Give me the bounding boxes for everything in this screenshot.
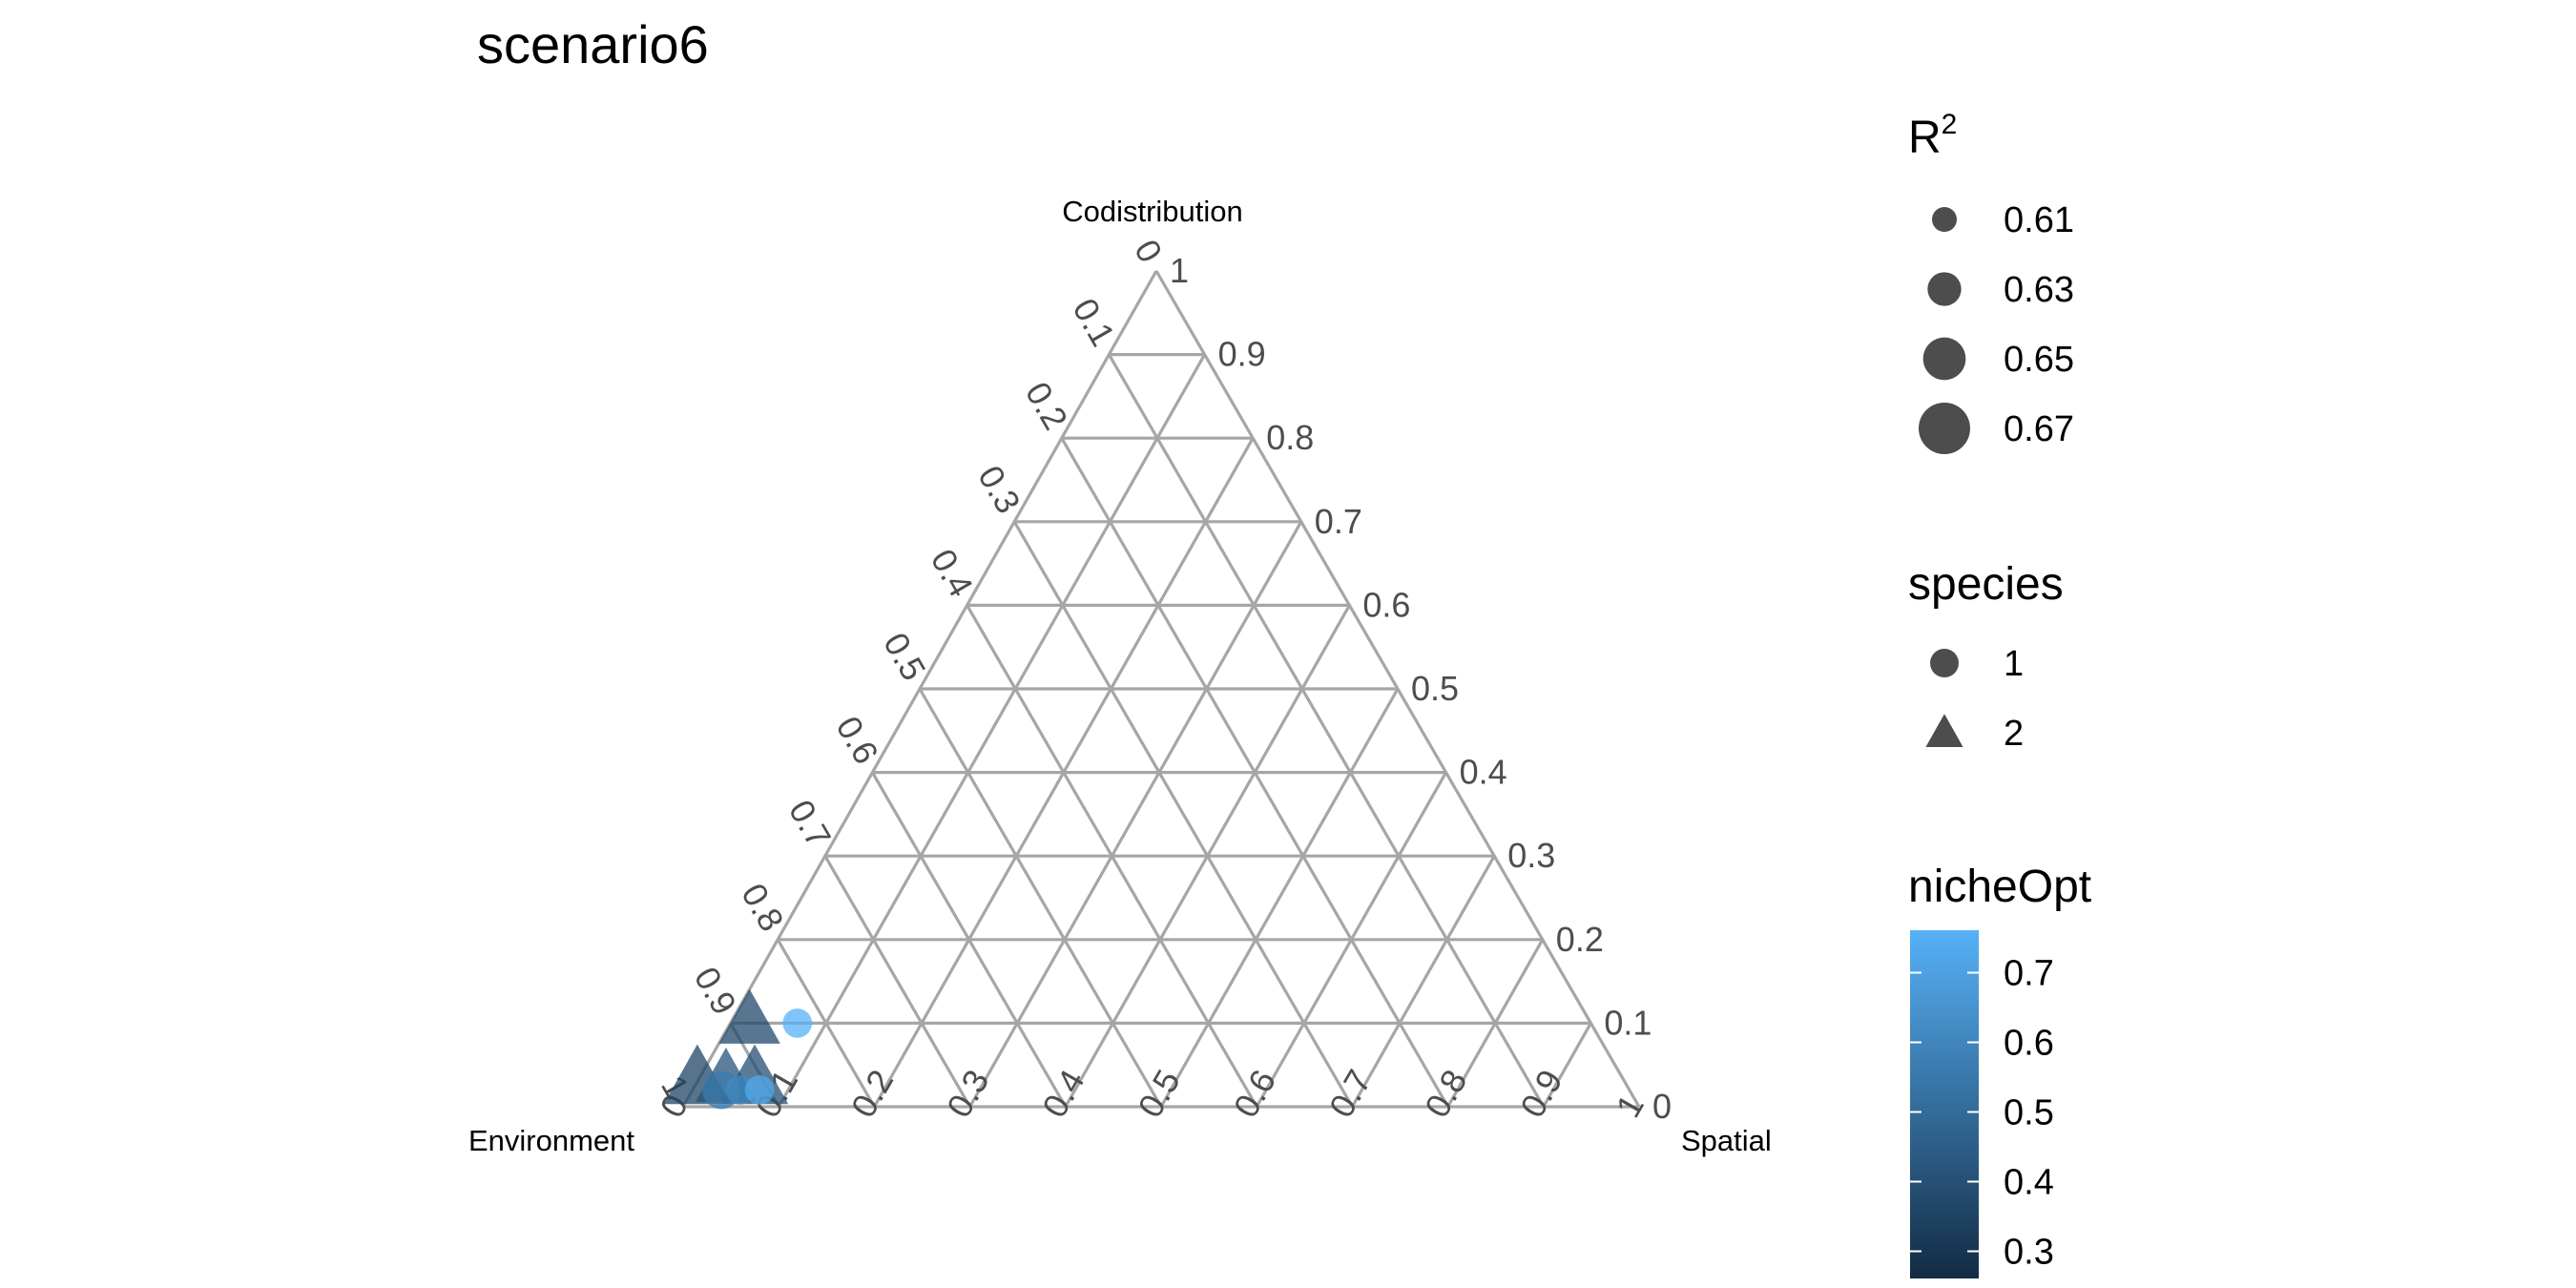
right-tick-label: 0.4 (1460, 753, 1507, 792)
gridline-spatial (1351, 855, 1496, 1108)
gridline-spatial (1159, 688, 1400, 1108)
gridline-spatial (777, 353, 1206, 1108)
gridline-environment (1108, 353, 1546, 1108)
gridline-spatial (968, 521, 1303, 1108)
right-tick-label: 0.5 (1411, 669, 1459, 708)
gridline-environment (823, 855, 971, 1108)
shape-legend-triangle (1925, 714, 1963, 748)
point-species-1 (744, 1075, 775, 1105)
right-tick-label: 0.8 (1266, 418, 1314, 457)
gridline-environment (871, 771, 1068, 1108)
right-tick-label: 1 (1170, 251, 1189, 290)
right-tick-label: 0.2 (1556, 920, 1604, 959)
color-legend-gradient-bar (1910, 930, 1979, 1278)
color-legend-label: 0.3 (2004, 1233, 2054, 1273)
size-legend-label: 0.65 (2004, 340, 2074, 380)
left-edge-ticks: 00.10.20.30.40.50.60.70.80.91 (654, 233, 1171, 1105)
shape-legend-circle (1930, 649, 1959, 677)
gridline-spatial (1446, 939, 1545, 1108)
gridline-environment (776, 938, 876, 1108)
shape-legend-title: species (1908, 559, 2064, 610)
gridline-spatial (1542, 1022, 1592, 1108)
chart-title: scenario6 (477, 14, 709, 74)
shape-legend-label: 1 (2004, 644, 2024, 684)
gridline-environment (918, 688, 1163, 1108)
ternary-grid (681, 270, 1641, 1109)
shape-legend-label: 2 (2004, 714, 2024, 754)
size-legend: R2 0.61 0.63 0.65 0.67 (1908, 109, 2074, 454)
size-legend-marker (1922, 337, 1966, 381)
size-legend-label: 0.63 (2004, 270, 2074, 310)
data-points (663, 988, 813, 1110)
right-tick-label: 0.6 (1362, 585, 1410, 624)
size-legend-marker (1927, 272, 1962, 306)
gridline-spatial (1255, 771, 1447, 1108)
shape-legend: species 1 2 (1908, 559, 2064, 754)
right-tick-label: 0.7 (1315, 502, 1362, 541)
top-axis-label: Codistribution (1062, 195, 1243, 228)
right-tick-label: 0.1 (1604, 1003, 1652, 1042)
color-legend-label: 0.7 (2004, 954, 2054, 994)
color-legend-label: 0.5 (2004, 1093, 2054, 1133)
size-legend-marker (1919, 403, 1970, 454)
gridline-environment (1012, 520, 1354, 1108)
right-tick-label: 0.3 (1507, 836, 1555, 875)
size-legend-label: 0.67 (2004, 409, 2074, 449)
size-legend-title: R2 (1908, 109, 1957, 163)
right-tick-label: 0 (1652, 1087, 1672, 1126)
color-legend-title: nicheOpt (1908, 862, 2091, 912)
color-legend: nicheOpt 0.7 0.6 0.5 0.4 0.3 (1908, 862, 2091, 1278)
left-tick-label: 0 (1127, 233, 1171, 269)
size-legend-label: 0.61 (2004, 200, 2074, 240)
right-edge-ticks: 0 0.1 0.2 0.3 0.4 0.5 0.6 0.7 0.8 0.9 1 (1170, 251, 1672, 1126)
left-axis-label: Environment (468, 1124, 634, 1157)
point-species-1 (782, 1008, 813, 1038)
size-legend-marker (1932, 207, 1957, 232)
right-axis-label: Spatial (1681, 1124, 1772, 1157)
point-species-2 (718, 988, 780, 1044)
bottom-edge-ticks: 00.10.20.30.40.50.60.70.80.91 (652, 1063, 1652, 1124)
right-tick-label: 0.9 (1218, 335, 1266, 374)
color-legend-label: 0.4 (2004, 1163, 2054, 1203)
color-legend-label: 0.6 (2004, 1024, 2054, 1064)
